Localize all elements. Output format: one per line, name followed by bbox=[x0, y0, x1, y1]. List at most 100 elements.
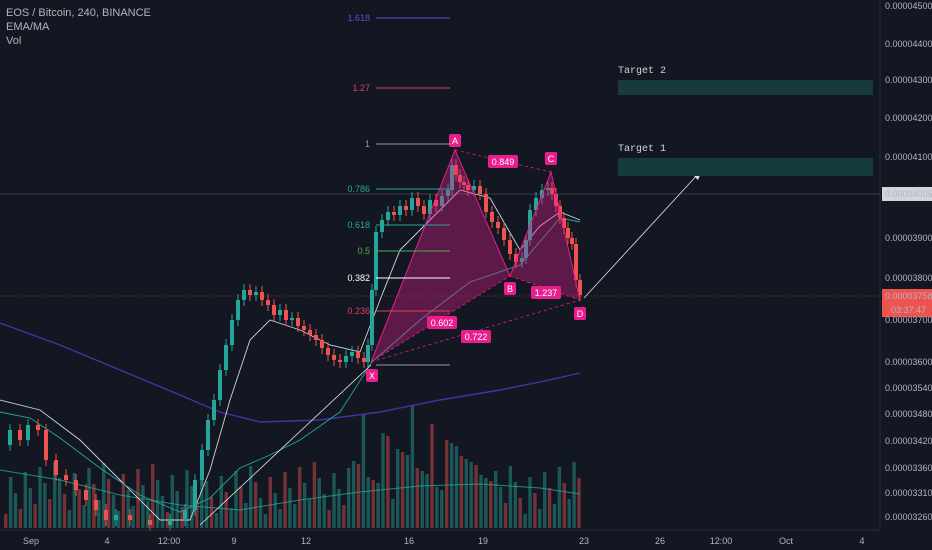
volume-bar bbox=[28, 488, 32, 528]
volume-bar bbox=[160, 496, 165, 528]
candle-body bbox=[508, 240, 512, 254]
time-tick-label: Oct bbox=[779, 536, 794, 546]
volume-bar bbox=[53, 462, 57, 528]
fib-level-label: 0.382 bbox=[347, 273, 370, 283]
volume-bar bbox=[141, 485, 145, 528]
volume-bar bbox=[474, 465, 478, 528]
volume-bar bbox=[543, 472, 547, 528]
volume-bar bbox=[239, 487, 243, 528]
candle-body bbox=[454, 165, 458, 175]
current-price-tag bbox=[882, 289, 932, 303]
volume-bar bbox=[312, 462, 317, 528]
volume-bar bbox=[57, 478, 62, 528]
candle-body bbox=[554, 194, 558, 206]
fib-level-label: 1.618 bbox=[347, 13, 370, 23]
volume-bar bbox=[302, 483, 307, 528]
candle-body bbox=[308, 330, 312, 335]
volume-bar bbox=[43, 483, 47, 528]
volume-bar bbox=[200, 465, 204, 528]
candle-body bbox=[380, 220, 384, 232]
candle-body bbox=[314, 335, 318, 340]
volume-bar bbox=[552, 504, 557, 528]
fib-level-label: 0.236 bbox=[347, 306, 370, 316]
price-tick-label: 0.00003360 bbox=[885, 463, 932, 473]
countdown-tag bbox=[882, 303, 932, 317]
candle-body bbox=[404, 206, 408, 210]
symbol-title[interactable]: EOS / Bitcoin, 240, BINANCE bbox=[6, 7, 151, 19]
current-price-label: 0.00003758 bbox=[885, 291, 932, 301]
candle-body bbox=[362, 358, 366, 362]
volume-bar bbox=[513, 482, 517, 528]
candle-body bbox=[570, 238, 574, 244]
candle-body bbox=[366, 345, 370, 362]
volume-bar bbox=[361, 414, 366, 528]
volume-label[interactable]: Vol bbox=[6, 35, 22, 47]
candle-body bbox=[64, 475, 68, 480]
candle-body bbox=[248, 290, 252, 295]
volume-bar bbox=[538, 509, 542, 528]
volume-bar bbox=[175, 491, 179, 528]
volume-bar bbox=[400, 452, 405, 528]
volume-bar bbox=[425, 474, 429, 528]
candle-body bbox=[148, 520, 152, 525]
candle-body bbox=[284, 310, 288, 320]
candle-body bbox=[290, 318, 294, 320]
candle-body bbox=[350, 352, 354, 356]
fib-retracement: 1.618 1.27 1 0.786 0.618 0.5 0.382 0.236 bbox=[347, 13, 450, 366]
price-tick-label: 0.00003540 bbox=[885, 383, 932, 393]
candle-body bbox=[386, 212, 390, 220]
volume-bar bbox=[111, 495, 116, 528]
volume-bar bbox=[420, 471, 424, 528]
volume-bar bbox=[307, 499, 312, 528]
volume-bar bbox=[572, 462, 576, 528]
projection-line-left bbox=[199, 364, 372, 526]
volume-bar bbox=[190, 486, 194, 528]
candle-body bbox=[428, 200, 432, 214]
candle-body bbox=[356, 352, 360, 358]
time-tick-label: Sep bbox=[23, 536, 39, 546]
volume-bar bbox=[435, 487, 439, 528]
price-axis[interactable]: 0.00004500 0.00004400 0.00004300 0.00004200… bbox=[879, 0, 932, 550]
volume-bar bbox=[494, 471, 498, 528]
volume-bar bbox=[528, 477, 532, 528]
candle-body bbox=[18, 430, 22, 440]
time-tick-label: 12:00 bbox=[710, 536, 733, 546]
volume-bar bbox=[126, 490, 130, 528]
pattern-ratio-tag bbox=[488, 155, 518, 168]
candle-body bbox=[502, 228, 506, 240]
price-tick-label: 0.00003420 bbox=[885, 436, 932, 446]
volume-bar bbox=[121, 474, 125, 528]
volume-bar bbox=[405, 455, 410, 528]
volume-bar bbox=[430, 424, 434, 528]
volume-bar bbox=[356, 464, 361, 528]
volume-bar bbox=[62, 494, 67, 528]
volume-bar bbox=[72, 473, 76, 528]
volume-bar bbox=[229, 508, 233, 528]
volume-bar bbox=[92, 484, 96, 528]
volume-bar bbox=[479, 475, 483, 528]
volume-bar bbox=[146, 501, 150, 528]
pattern-bcd-fill bbox=[510, 172, 580, 300]
volume-bar bbox=[293, 504, 297, 528]
time-tick-label: 4 bbox=[104, 536, 109, 546]
candle-body bbox=[128, 515, 132, 520]
candle-body bbox=[472, 186, 476, 190]
marked-price-label: 0.00004005 bbox=[885, 189, 932, 199]
candle-body bbox=[422, 206, 426, 214]
volume-bar bbox=[508, 466, 513, 528]
time-tick-label: 26 bbox=[655, 536, 665, 546]
fib-level-label: 1.27 bbox=[352, 83, 370, 93]
time-axis[interactable]: Sep 4 12:00 9 12 16 19 23 26 12:00 Oct 4 bbox=[0, 529, 880, 546]
volume-bar bbox=[268, 477, 272, 528]
indicator-label[interactable]: EMA/MA bbox=[6, 21, 50, 33]
volume-bar bbox=[322, 494, 326, 528]
candle-body bbox=[440, 196, 444, 206]
volume-bar bbox=[347, 468, 351, 528]
candle-body bbox=[392, 212, 396, 215]
volume-bar bbox=[317, 478, 321, 528]
volume-bar bbox=[224, 492, 228, 528]
candle-body bbox=[326, 348, 330, 355]
volume-bar bbox=[82, 505, 86, 528]
volume-bar bbox=[484, 478, 488, 528]
